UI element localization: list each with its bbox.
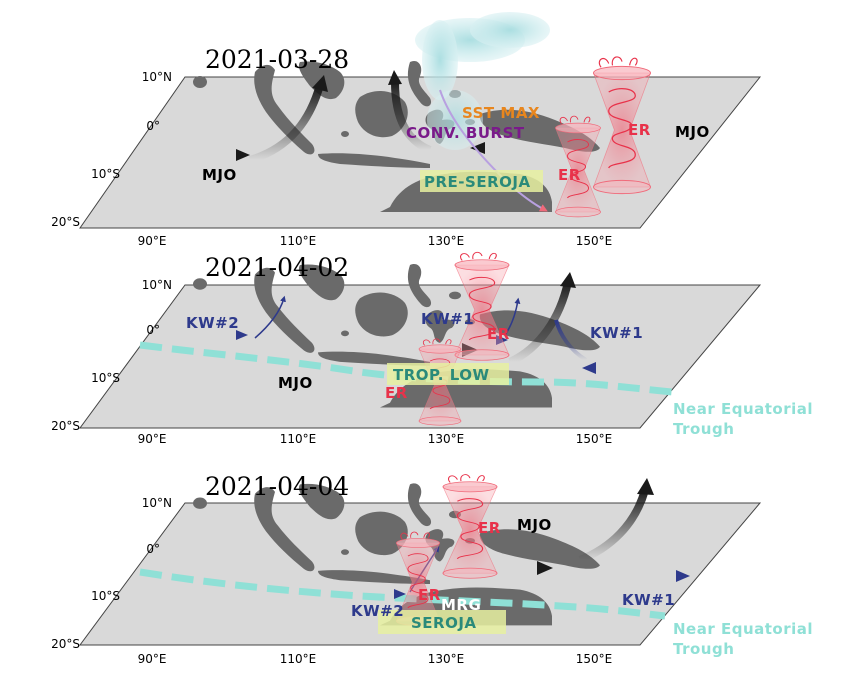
lon-tick-150e: 150°E <box>576 432 613 446</box>
lon-tick-90e: 90°E <box>138 432 167 446</box>
lat-tick-20s: 20°S <box>51 215 80 229</box>
kw1-label: KW#1 <box>622 591 675 609</box>
mjo-arc-head <box>560 272 576 288</box>
panel-date: 2021-04-02 <box>205 253 349 282</box>
sst-max-label: SST MAX <box>462 104 540 122</box>
er-label-upper: ER <box>628 121 651 139</box>
mjo-arrowhead-west <box>236 149 250 161</box>
lat-tick-0: 0° <box>146 323 160 337</box>
kw1-label-center: KW#1 <box>421 310 474 328</box>
kw2-arrowhead <box>236 330 248 340</box>
trough-label-line2: Trough <box>673 640 734 658</box>
lat-tick-10s: 10°S <box>91 371 120 385</box>
mrg-label: MRG <box>441 596 481 614</box>
er-label-lower: ER <box>385 384 408 402</box>
er-label-lower: ER <box>418 586 441 604</box>
pre-seroja-box <box>420 170 543 192</box>
seroja-label: SEROJA <box>411 614 477 632</box>
lon-tick-90e: 90°E <box>138 234 167 248</box>
er-label-lower: ER <box>558 166 581 184</box>
lat-tick-10n: 10°N <box>142 278 172 292</box>
kw1-arc-center <box>504 297 521 336</box>
convective-cloud <box>415 12 550 150</box>
lon-tick-110e: 110°E <box>280 432 317 446</box>
kw2-label: KW#2 <box>351 602 404 620</box>
kw2-arrowhead <box>394 589 406 599</box>
er-label-upper: ER <box>487 325 510 343</box>
trop-low-label: TROP. LOW <box>393 366 490 384</box>
panel-date: 2021-04-04 <box>205 472 349 501</box>
kw1-arrowhead-right <box>582 362 596 374</box>
lat-tick-10n: 10°N <box>142 70 172 84</box>
lon-tick-110e: 110°E <box>280 652 317 666</box>
lat-tick-20s: 20°S <box>51 419 80 433</box>
mjo-arc-head <box>637 478 654 495</box>
mjo-arrowhead <box>537 561 553 575</box>
lon-tick-130e: 130°E <box>428 432 465 446</box>
trough-label-line1: Near Equatorial <box>673 620 813 638</box>
lat-tick-10s: 10°S <box>91 589 120 603</box>
trough-label-line1: Near Equatorial <box>673 400 813 418</box>
panel-2021-03-28: 10°N 0° 10°S 20°S 90°E 110°E 130°E 150°E… <box>51 12 762 248</box>
mjo-arc <box>578 488 649 564</box>
lat-tick-0: 0° <box>146 542 160 556</box>
mjo-arc-head-west <box>312 75 328 92</box>
trop-low-box <box>387 363 509 385</box>
lat-tick-0: 0° <box>146 119 160 133</box>
mjo-label-east: MJO <box>675 123 710 141</box>
lat-tick-10n: 10°N <box>142 496 172 510</box>
kw1-arc-right <box>554 319 588 362</box>
lon-tick-150e: 150°E <box>576 652 613 666</box>
er-label-upper: ER <box>478 519 501 537</box>
mjo-arc <box>508 281 572 366</box>
lon-tick-130e: 130°E <box>428 652 465 666</box>
near-equatorial-trough <box>139 568 666 620</box>
mjo-arc-head-east <box>388 70 402 85</box>
mjo-label: MJO <box>517 516 552 534</box>
kw1-arrowhead <box>676 570 690 582</box>
lat-tick-20s: 20°S <box>51 637 80 651</box>
mjo-arc-west <box>248 83 324 164</box>
panel-2021-04-02: 10°N 0° 10°S 20°S 90°E 110°E 130°E 150°E… <box>51 251 813 446</box>
trough-label-line2: Trough <box>673 420 734 438</box>
mjo-label-west: MJO <box>202 166 237 184</box>
mjo-label: MJO <box>278 374 313 392</box>
lon-tick-90e: 90°E <box>138 652 167 666</box>
kw1-label-right: KW#1 <box>590 324 643 342</box>
pre-seroja-label: PRE-SEROJA <box>424 173 531 191</box>
lon-tick-150e: 150°E <box>576 234 613 248</box>
lat-tick-10s: 10°S <box>91 167 120 181</box>
mjo-arc-east <box>391 81 432 154</box>
panel-2021-04-04: 10°N 0° 10°S 20°S 90°E 110°E 130°E 150°E… <box>51 472 813 666</box>
kw2-label: KW#2 <box>186 314 239 332</box>
kw2-arc <box>254 295 286 339</box>
panel-date: 2021-03-28 <box>205 45 349 74</box>
seroja-box <box>378 610 506 634</box>
conv-burst-label: CONV. BURST <box>406 124 525 142</box>
mjo-arrowhead-east <box>470 142 485 154</box>
lon-tick-110e: 110°E <box>280 234 317 248</box>
lon-tick-130e: 130°E <box>428 234 465 248</box>
